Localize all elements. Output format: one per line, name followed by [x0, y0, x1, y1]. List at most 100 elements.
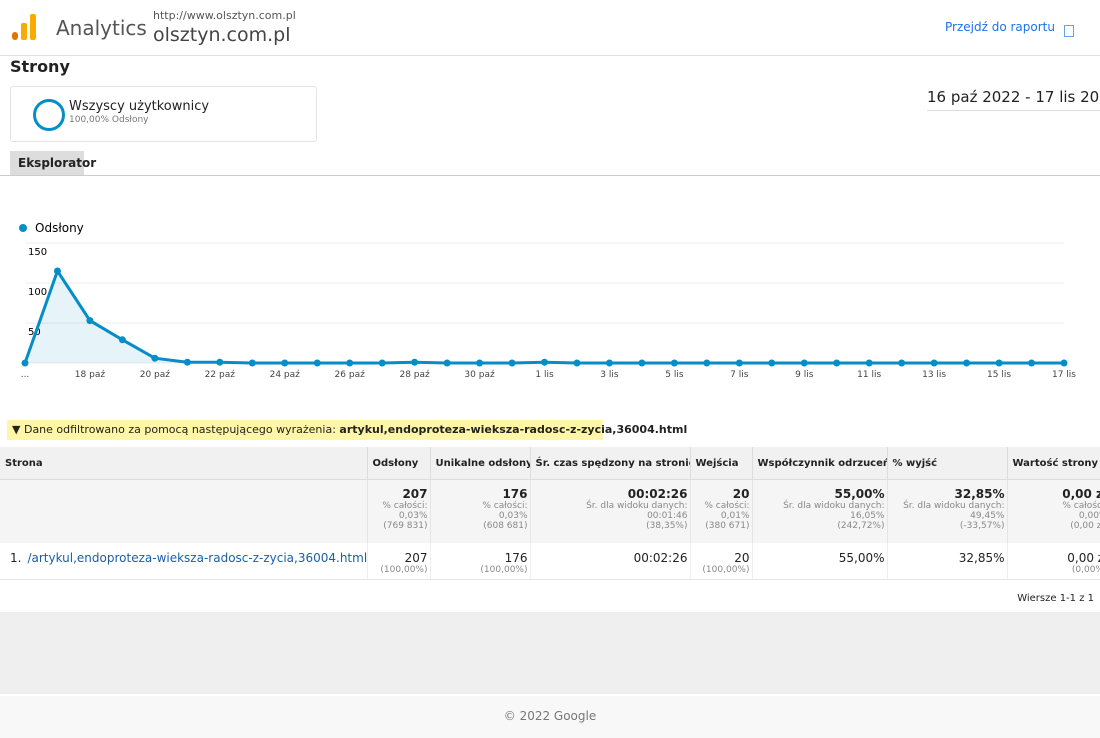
totals-label: [0, 479, 368, 543]
total-detail: 0,03%: [398, 511, 428, 521]
empty-area: [0, 612, 1100, 694]
total-detail: Śr. dla widoku danych:: [586, 501, 688, 511]
total-detail: % całości:: [482, 501, 528, 511]
y-tick-label: 100: [28, 287, 47, 298]
report-link[interactable]: Przejdź do raportu: [945, 20, 1055, 34]
point: [53, 267, 61, 275]
column-header[interactable]: Unikalne odsłony: [430, 447, 531, 480]
row-index: 1.: [10, 551, 22, 565]
totals-cell: 20% całości: 0,01% (380 671): [690, 479, 753, 543]
row-cell: 32,85%: [887, 543, 1008, 580]
area: [25, 271, 1064, 363]
total-detail: % całości:: [1062, 501, 1100, 511]
point: [573, 359, 581, 367]
point: [183, 358, 191, 366]
x-tick-label: 17 lis: [1052, 370, 1076, 380]
total-value: 20: [732, 487, 750, 501]
cell-value: 00:02:26: [633, 551, 688, 565]
point: [670, 359, 678, 367]
point: [151, 354, 159, 362]
legend-marker: [19, 224, 27, 232]
total-detail: 00:01:46: [647, 511, 688, 521]
point: [443, 359, 451, 367]
y-tick-label: 150: [28, 247, 47, 258]
column-header[interactable]: Wartość strony: [1007, 447, 1100, 480]
point: [800, 359, 808, 367]
x-tick-label: 30 paź: [464, 370, 495, 380]
column-header[interactable]: Śr. czas spędzony na stronie: [530, 447, 691, 480]
pagination: Wiersze 1-1 z 1: [1017, 593, 1094, 604]
point: [735, 359, 743, 367]
total-detail: 0,00%: [1078, 511, 1100, 521]
totals-cell: 32,85% Śr. dla widoku danych: 49,45% (-33,5…: [887, 479, 1008, 543]
total-detail: 0,01%: [720, 511, 750, 521]
x-tick-label: 11 lis: [857, 370, 881, 380]
total-detail: 16,05%: [850, 511, 885, 521]
cell-detail: (100,00%): [480, 565, 528, 575]
column-header[interactable]: % wyjść: [887, 447, 1008, 480]
column-header[interactable]: Współczynnik odrzuceń: [752, 447, 888, 480]
x-tick-label: ...: [21, 370, 30, 380]
total-detail: (769 831): [383, 521, 428, 531]
total-value: 00:02:26: [627, 487, 688, 501]
cell-value: 0,00 zł: [1067, 551, 1100, 565]
point: [605, 359, 613, 367]
point: [281, 359, 289, 367]
open-icon[interactable]: [1064, 25, 1074, 37]
total-value: 32,85%: [954, 487, 1005, 501]
x-tick-label: 28 paź: [399, 370, 430, 380]
x-tick-label: 15 lis: [987, 370, 1011, 380]
column-header[interactable]: Strona: [0, 447, 368, 480]
point: [313, 359, 321, 367]
total-detail: % całości:: [704, 501, 750, 511]
point: [541, 358, 548, 366]
column-header[interactable]: Odsłony: [367, 447, 431, 480]
row-cell: 55,00%: [752, 543, 888, 580]
page-link[interactable]: /artykul,endoproteza-wieksza-radosc-z-zy…: [27, 551, 367, 565]
row-cell: 0,00 zł(0,00%): [1007, 543, 1100, 580]
site-url: http://www.olsztyn.com.pl: [153, 9, 296, 22]
cell-value: 207: [404, 551, 428, 565]
total-detail: Śr. dla widoku danych:: [783, 501, 885, 511]
tab-divider: [0, 175, 1100, 176]
explorer-tab[interactable]: Eksplorator: [10, 151, 96, 176]
totals-cell: 176% całości: 0,03% (608 681): [430, 479, 531, 543]
column-header[interactable]: Wejścia: [690, 447, 753, 480]
point: [508, 359, 516, 367]
point: [248, 359, 256, 367]
totals-cell: 00:02:26 Śr. dla widoku danych: 00:01:46 (3…: [530, 479, 691, 543]
page-cell: 1. /artykul,endoproteza-wieksza-radosc-z-…: [0, 543, 368, 580]
total-detail: (242,72%): [837, 521, 885, 531]
segment-detail: 100,00% Odsłony: [69, 115, 149, 125]
line: [23, 267, 1064, 365]
total-detail: (0,00 zł): [1070, 521, 1100, 531]
x-tick-label: 1 lis: [535, 370, 554, 380]
point: [995, 359, 1003, 367]
totals-cell: 0,00 zł% całości:0,00%(0,00 zł): [1007, 479, 1100, 543]
total-value: 176: [502, 487, 528, 501]
point: [118, 336, 126, 344]
filter-expression: artykul,endoproteza-wieksza-radosc-z-zyc…: [339, 423, 688, 436]
table-body: 207% całości: 0,03% (769 831) 176% całości:…: [0, 479, 1100, 580]
product-name: Analytics: [56, 16, 147, 40]
point: [86, 317, 94, 325]
segment-card[interactable]: Wszyscy użytkownicy 100,00% Odsłony: [10, 86, 317, 142]
total-detail: (-33,57%): [959, 521, 1005, 531]
page-title: Strony: [10, 57, 70, 76]
site-name: olsztyn.com.pl: [153, 24, 291, 46]
point: [476, 359, 484, 367]
row-cell: 176 (100,00%): [430, 543, 531, 580]
date-range[interactable]: 16 paź 2022 - 17 lis 2022: [927, 88, 1100, 111]
row-cell: 00:02:26: [530, 543, 691, 580]
total-detail: (380 671): [705, 521, 750, 531]
cell-value: 20: [734, 551, 750, 565]
total-detail: 49,45%: [970, 511, 1005, 521]
point: [216, 358, 224, 366]
x-tick-label: 24 paź: [270, 370, 301, 380]
x-tick-label: 3 lis: [600, 370, 619, 380]
point: [411, 358, 419, 366]
point: [833, 359, 841, 367]
